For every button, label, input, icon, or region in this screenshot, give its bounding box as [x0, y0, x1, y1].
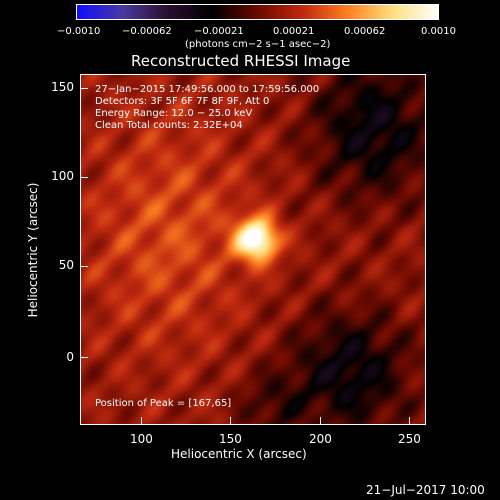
x-tick-label: 100 — [130, 432, 153, 446]
y-tick-label: 100 — [51, 169, 74, 183]
y-tick-label: 50 — [58, 258, 74, 272]
colorbar-unit-label: (photons cm−2 s−1 asec−2) — [185, 39, 331, 50]
date-stamp: 21−Jul−2017 10:00 — [366, 483, 485, 497]
colorbar-tick: 0.00062 — [344, 26, 386, 37]
info-clean-counts: Clean Total counts: 2.32E+04 — [95, 120, 243, 131]
colorbar-tick: −0.00021 — [194, 26, 244, 37]
colorbar — [76, 4, 439, 20]
colorbar-tick: 0.0010 — [421, 26, 456, 37]
colorbar-tick: −0.00062 — [122, 26, 172, 37]
x-axis-label: Heliocentric X (arcsec) — [171, 447, 307, 461]
y-tick-label: 0 — [66, 350, 74, 364]
x-tick-mark — [230, 417, 231, 425]
info-detectors: Detectors: 3F 5F 6F 7F 8F 9F, Att 0 — [95, 96, 270, 107]
colorbar-tick: 0.00021 — [273, 26, 315, 37]
y-tick-mark — [80, 177, 88, 178]
plot-frame: 27−Jan−2015 17:49:56.000 to 17:59:56.000… — [80, 74, 426, 425]
info-energy-range: Energy Range: 12.0 − 25.0 keV — [95, 108, 253, 119]
y-axis-label: Heliocentric Y (arcsec) — [26, 182, 40, 318]
y-tick-mark — [80, 88, 88, 89]
y-tick-label: 150 — [51, 80, 74, 94]
x-tick-label: 200 — [309, 432, 332, 446]
x-tick-mark — [409, 417, 410, 425]
x-tick-mark — [141, 417, 142, 425]
x-tick-label: 150 — [219, 432, 242, 446]
y-tick-mark — [80, 266, 88, 267]
colorbar-tick: −0.0010 — [57, 26, 101, 37]
rhessi-heatmap — [81, 75, 425, 424]
info-time-range: 27−Jan−2015 17:49:56.000 to 17:59:56.000 — [95, 84, 320, 95]
y-tick-mark — [80, 357, 88, 358]
x-tick-label: 250 — [398, 432, 421, 446]
info-peak-position: Position of Peak = [167,65] — [95, 398, 232, 409]
image-title: Reconstructed RHESSI Image — [131, 52, 351, 70]
x-tick-mark — [320, 417, 321, 425]
